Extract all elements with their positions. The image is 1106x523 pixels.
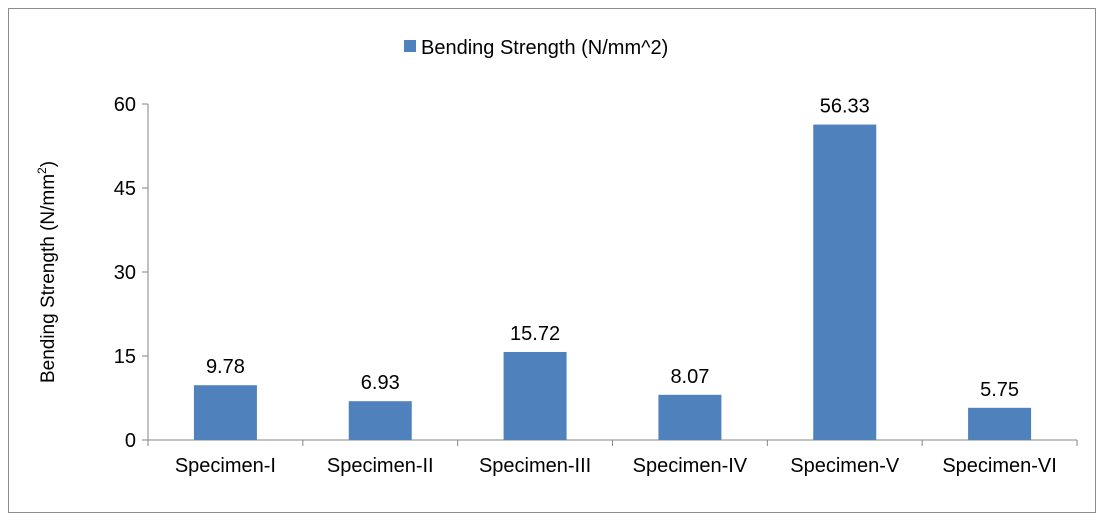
data-labels: 9.78 6.93 15.72 8.07 56.33 5.75: [206, 96, 1019, 401]
x-axis: Specimen-I Specimen-II Specimen-III Specime…: [147, 439, 1078, 477]
data-label: 9.78: [206, 356, 245, 378]
legend-label: Bending Strength (N/mm^2): [421, 37, 668, 59]
y-tick-label: 0: [125, 430, 136, 452]
x-tick-label: Specimen-IV: [633, 455, 748, 477]
bar: [503, 351, 567, 440]
y-axis-label-superscript: 2: [35, 167, 49, 174]
data-label: 8.07: [670, 366, 709, 388]
y-axis-label-suffix: ): [38, 161, 59, 167]
bars: [193, 124, 1032, 440]
y-axis-label: Bending Strength (N/mm2): [35, 161, 59, 383]
bar: [348, 401, 412, 440]
data-label: 56.33: [820, 96, 870, 118]
data-label: 15.72: [510, 323, 560, 345]
bar: [968, 407, 1032, 440]
x-tick-label: Specimen-II: [327, 455, 434, 477]
y-tick-label: 60: [114, 94, 136, 116]
x-tick-label: Specimen-VI: [942, 455, 1057, 477]
y-tick-label: 30: [114, 262, 136, 284]
data-label: 6.93: [361, 372, 400, 394]
data-label: 5.75: [980, 379, 1019, 401]
bar: [193, 385, 257, 440]
y-axis-label-main: Bending Strength (N/mm: [38, 174, 59, 383]
x-tick-label: Specimen-V: [790, 455, 900, 477]
x-tick-label: Specimen-I: [175, 455, 276, 477]
y-axis: 0 15 30 45 60: [114, 94, 149, 452]
y-tick-label: 15: [114, 346, 136, 368]
legend: Bending Strength (N/mm^2): [404, 37, 668, 59]
bar: [658, 394, 722, 440]
bar: [813, 124, 877, 440]
x-tick-label: Specimen-III: [479, 455, 591, 477]
y-tick-label: 45: [114, 178, 136, 200]
legend-swatch: [404, 40, 416, 52]
